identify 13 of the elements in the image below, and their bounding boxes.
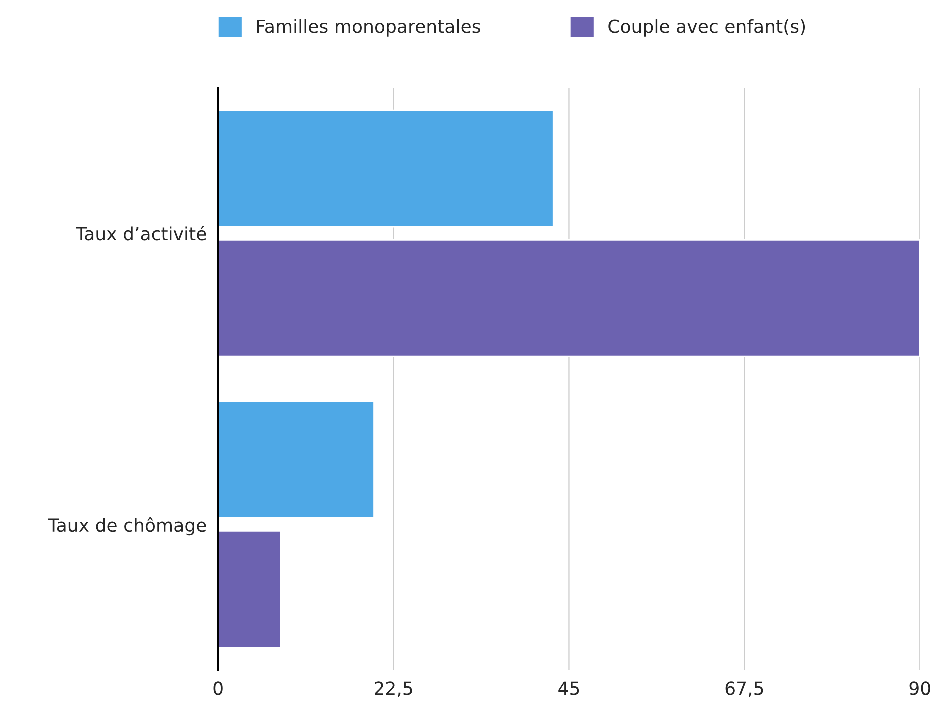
bar	[218, 110, 554, 228]
y-tick-label: Taux de chômage	[48, 517, 206, 536]
bar	[218, 401, 375, 519]
legend-label: Couple avec enfant(s)	[608, 19, 806, 37]
x-tick-label: 0	[214, 682, 223, 696]
y-tick-label: Taux d’activité	[76, 226, 206, 241]
x-tick-label: 90	[910, 682, 930, 696]
x-tick-label: 67,5	[726, 682, 764, 698]
x-tick-label: 22,5	[374, 682, 412, 698]
x-tick-label: 45	[558, 682, 580, 696]
bar	[218, 239, 920, 358]
bar	[218, 530, 282, 648]
legend-label: Familles monoparentales	[257, 19, 480, 37]
